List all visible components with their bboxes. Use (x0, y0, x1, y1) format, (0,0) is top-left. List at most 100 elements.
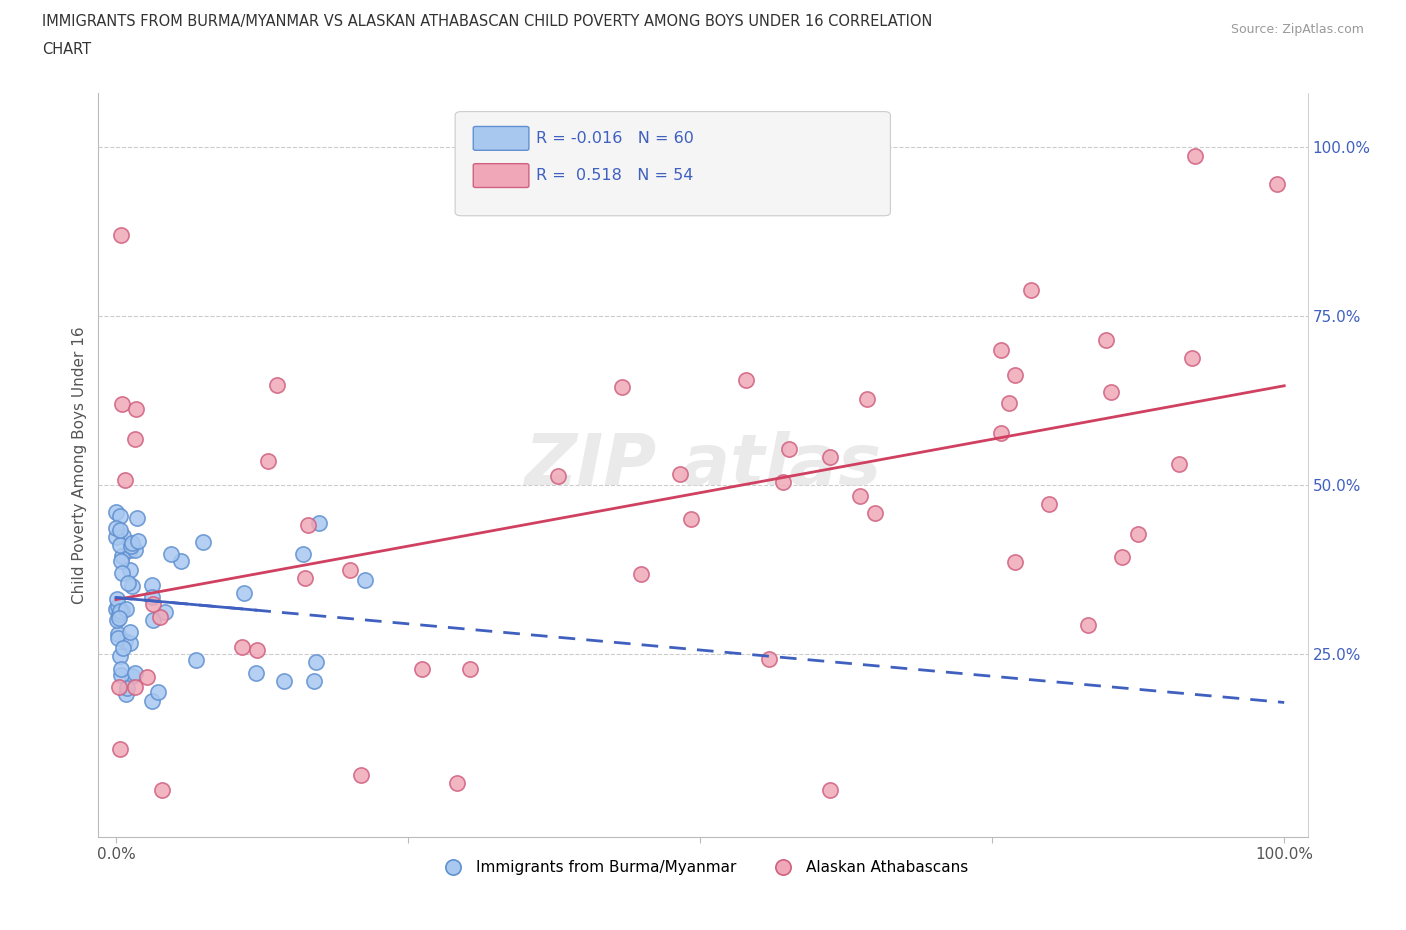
Point (142, 596, 165, 611)
Point (1019, 283, 1042, 298)
Point (121, 536, 143, 551)
Point (990, 426, 1012, 441)
Point (110, 553, 132, 568)
Point (107, 631, 129, 645)
Point (108, 523, 131, 538)
Point (1167, 457, 1189, 472)
Point (107, 599, 129, 614)
Point (458, 661, 481, 676)
Point (411, 662, 433, 677)
Point (108, 604, 131, 619)
Point (1004, 554, 1026, 569)
Point (110, 604, 132, 618)
Point (820, 782, 842, 797)
Point (818, 450, 841, 465)
Point (232, 585, 254, 600)
Point (107, 680, 129, 695)
Point (863, 505, 886, 520)
Point (735, 373, 758, 388)
Point (308, 515, 330, 530)
Point (114, 686, 136, 701)
Point (273, 674, 295, 689)
Point (108, 610, 131, 625)
Point (997, 395, 1019, 410)
Point (120, 538, 142, 553)
Point (169, 553, 191, 568)
FancyBboxPatch shape (474, 164, 529, 188)
Point (110, 662, 132, 677)
Point (291, 546, 314, 561)
Point (111, 549, 134, 564)
Point (105, 613, 128, 628)
Point (124, 680, 146, 695)
Point (193, 535, 215, 550)
Point (153, 604, 176, 619)
Point (630, 566, 652, 581)
Point (112, 528, 135, 543)
Point (1038, 497, 1060, 512)
Point (149, 609, 172, 624)
Point (297, 517, 319, 532)
Point (231, 640, 253, 655)
Point (105, 505, 128, 520)
Text: ZIP atlas: ZIP atlas (524, 431, 882, 499)
Point (353, 572, 375, 587)
Point (120, 543, 142, 558)
FancyBboxPatch shape (456, 112, 890, 216)
Point (246, 643, 269, 658)
Point (146, 684, 169, 699)
Point (1181, 351, 1204, 365)
Point (115, 681, 138, 696)
Point (778, 442, 800, 457)
Point (111, 565, 134, 580)
Point (339, 563, 361, 578)
Text: Source: ZipAtlas.com: Source: ZipAtlas.com (1230, 23, 1364, 36)
Point (793, 182, 815, 197)
Point (302, 674, 325, 689)
Point (114, 634, 136, 649)
Point (127, 534, 149, 549)
Point (108, 509, 131, 524)
Point (150, 782, 173, 797)
Point (1095, 332, 1118, 347)
Text: R = -0.016   N = 60: R = -0.016 N = 60 (536, 131, 695, 146)
Point (1111, 550, 1133, 565)
Point (305, 655, 328, 670)
Point (1184, 149, 1206, 164)
Point (1004, 367, 1026, 382)
Point (141, 694, 163, 709)
Point (124, 542, 146, 557)
Point (108, 741, 131, 756)
Point (115, 602, 138, 617)
Point (121, 669, 143, 684)
Point (107, 606, 129, 621)
Point (350, 767, 373, 782)
Point (1099, 384, 1122, 399)
Point (105, 520, 128, 535)
Point (107, 627, 129, 642)
Point (120, 538, 142, 553)
Point (681, 512, 703, 526)
Point (1265, 176, 1288, 191)
Legend: Immigrants from Burma/Myanmar, Alaskan Athabascans: Immigrants from Burma/Myanmar, Alaskan A… (432, 855, 974, 882)
Point (612, 379, 634, 394)
Text: IMMIGRANTS FROM BURMA/MYANMAR VS ALASKAN ATHABASCAN CHILD POVERTY AMONG BOYS UND: IMMIGRANTS FROM BURMA/MYANMAR VS ALASKAN… (42, 14, 932, 29)
Point (758, 651, 780, 666)
Point (141, 578, 163, 592)
Point (256, 453, 278, 468)
Point (160, 547, 183, 562)
Point (121, 578, 143, 593)
Point (110, 228, 132, 243)
Point (104, 529, 127, 544)
Point (547, 468, 569, 483)
Point (1077, 618, 1099, 632)
Point (108, 538, 131, 552)
Text: CHART: CHART (42, 42, 91, 57)
Point (110, 648, 132, 663)
Point (856, 392, 879, 406)
Point (266, 378, 288, 392)
Text: R =  0.518   N = 54: R = 0.518 N = 54 (536, 168, 693, 183)
Point (184, 653, 207, 668)
Point (849, 489, 872, 504)
Point (104, 602, 127, 617)
